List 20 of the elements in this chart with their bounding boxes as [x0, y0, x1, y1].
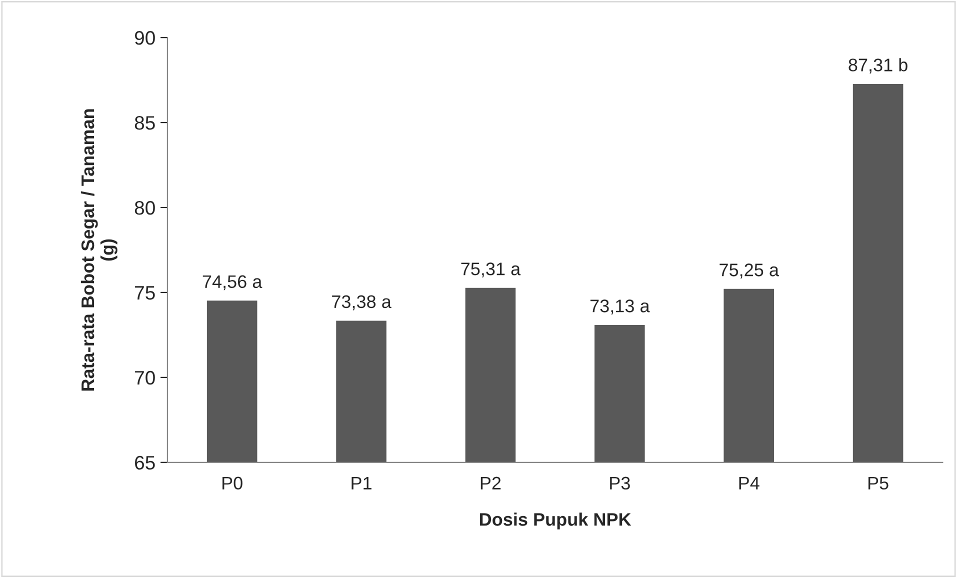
data-label: 75,25 a [720, 264, 779, 278]
data-label: 73,38 a [332, 295, 392, 310]
x-axis-title: Dosis Pupuk NPK [480, 512, 632, 530]
y-tick-label: 70 [135, 370, 155, 385]
x-tick-label: P1 [352, 476, 372, 490]
data-label: 87,31 b [848, 58, 908, 74]
data-label: 74,56 a [202, 275, 262, 290]
y-axis-title: Rata-rata Bobot Segar / Tanaman (g) [80, 109, 118, 391]
x-tick-label: P5 [868, 476, 888, 490]
y-tick-label: 65 [135, 456, 155, 470]
x-tick-label: P3 [610, 476, 630, 490]
data-label: 73,13 a [590, 300, 650, 314]
x-tick-label: P0 [222, 476, 242, 490]
y-tick-label: 75 [135, 286, 155, 300]
y-tick-label: 90 [134, 31, 155, 45]
x-tick-label: P4 [739, 476, 760, 490]
y-tick-label: 80 [134, 200, 155, 215]
y-tick-label: 85 [134, 116, 155, 130]
data-label: 75,31 a [461, 262, 521, 278]
x-tick-label: P2 [480, 476, 501, 490]
